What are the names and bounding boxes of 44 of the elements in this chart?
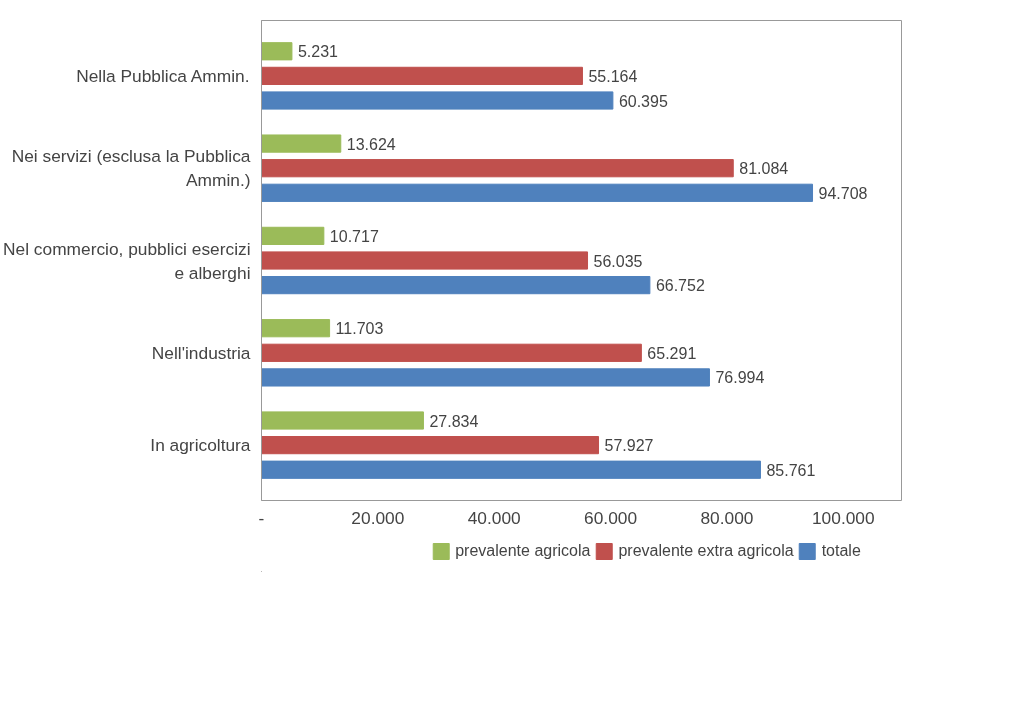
data-label: 65.291 bbox=[647, 344, 697, 362]
x-tick-label: 80.000 bbox=[700, 507, 754, 528]
y-tick-label: Nei servizi (esclusa la Pubblica Ammin.) bbox=[11, 146, 251, 191]
bar bbox=[261, 66, 583, 85]
legend-label: totale bbox=[821, 542, 861, 560]
data-label: 55.164 bbox=[588, 67, 638, 85]
legend-label: prevalente agricola bbox=[455, 542, 591, 560]
data-label: 94.708 bbox=[818, 184, 868, 202]
x-tick-label: 100.000 bbox=[812, 507, 875, 528]
bar bbox=[261, 343, 642, 362]
bar bbox=[261, 319, 331, 338]
y-tick-label: Nella Pubblica Ammin. bbox=[76, 65, 250, 86]
data-label: 76.994 bbox=[715, 369, 765, 387]
data-label: 10.717 bbox=[329, 227, 379, 245]
bar bbox=[261, 436, 600, 455]
bar bbox=[261, 460, 761, 479]
y-tick-label: In agricoltura bbox=[150, 435, 251, 456]
data-label: 57.927 bbox=[604, 437, 654, 455]
data-label: 81.084 bbox=[739, 160, 789, 178]
data-label: 27.834 bbox=[429, 412, 479, 430]
bar bbox=[261, 368, 710, 387]
data-label: 5.231 bbox=[297, 43, 339, 61]
x-tick-label: 40.000 bbox=[467, 507, 521, 528]
x-tick-label: 60.000 bbox=[584, 507, 638, 528]
bar bbox=[261, 159, 734, 178]
data-label: 60.395 bbox=[618, 92, 668, 110]
data-label: 56.035 bbox=[593, 252, 643, 270]
y-tick-label: Nell'industria bbox=[151, 342, 251, 363]
bar bbox=[261, 134, 342, 153]
bar bbox=[261, 411, 424, 430]
data-label: 11.703 bbox=[335, 320, 384, 338]
data-label: 66.752 bbox=[655, 277, 705, 295]
bar bbox=[261, 42, 293, 61]
bar bbox=[261, 91, 614, 110]
x-tick-label: - bbox=[258, 507, 265, 528]
y-tick-label: Nel commercio, pubblici esercizi e alberghi bbox=[3, 238, 251, 283]
legend-label: prevalente extra agricola bbox=[618, 542, 794, 560]
bar bbox=[261, 226, 325, 245]
data-label: 13.624 bbox=[346, 135, 396, 153]
bar bbox=[261, 276, 651, 295]
data-label: 85.761 bbox=[766, 461, 816, 479]
bar bbox=[261, 183, 814, 202]
x-tick-label: 20.000 bbox=[351, 507, 405, 528]
bar bbox=[261, 251, 589, 270]
